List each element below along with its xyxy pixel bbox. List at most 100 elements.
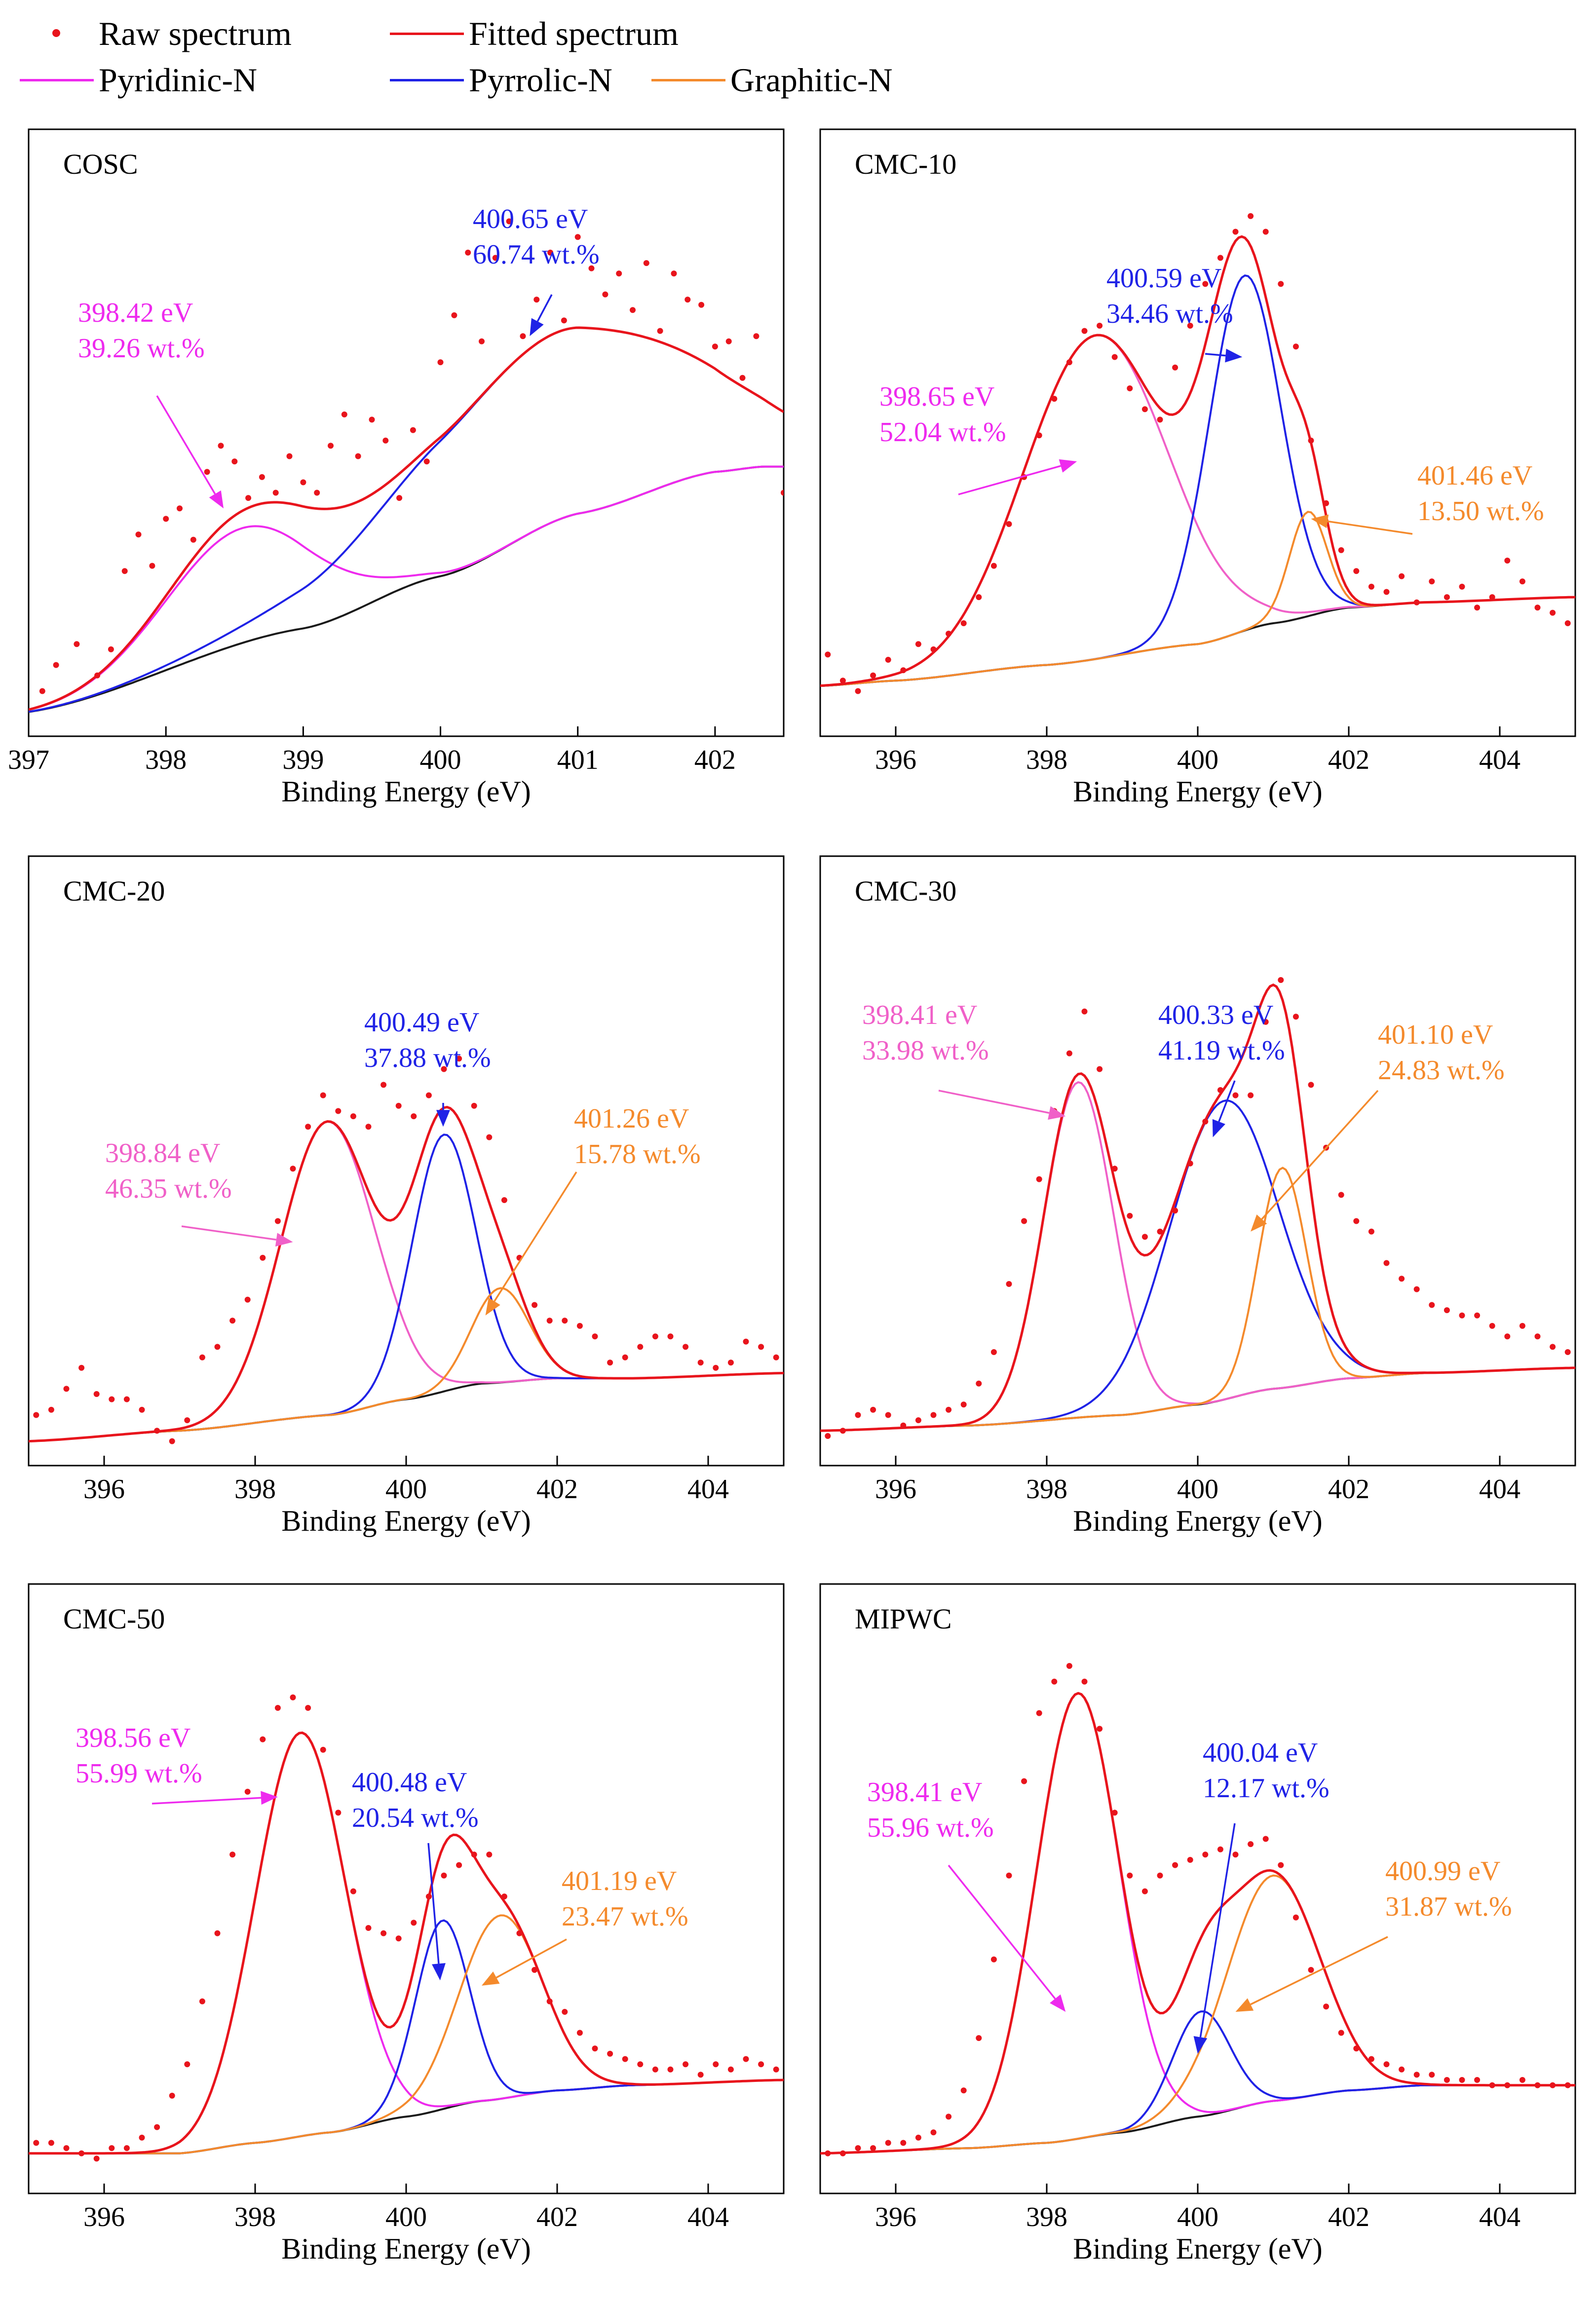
x-axis-label: Binding Energy (eV) bbox=[281, 775, 531, 808]
raw-point bbox=[1444, 1307, 1450, 1314]
annotation-energy: 398.42 eV bbox=[78, 298, 193, 328]
raw-point bbox=[773, 1354, 779, 1360]
raw-point bbox=[713, 2061, 719, 2068]
raw-point bbox=[335, 1810, 342, 1816]
raw-point bbox=[1217, 255, 1223, 261]
raw-point bbox=[1444, 2077, 1450, 2083]
component-pyridinic-n-curve bbox=[29, 465, 784, 711]
x-tick-label: 396 bbox=[875, 2202, 916, 2232]
component-graphitic-n-curve bbox=[29, 1287, 784, 1442]
raw-point bbox=[855, 688, 861, 694]
raw-point bbox=[320, 1746, 326, 1753]
raw-point bbox=[501, 1197, 507, 1203]
raw-point bbox=[63, 1386, 70, 1392]
x-tick-label: 404 bbox=[687, 1474, 729, 1505]
background-baseline bbox=[820, 596, 1575, 687]
raw-point bbox=[592, 2045, 598, 2052]
raw-point bbox=[652, 2066, 658, 2073]
raw-point bbox=[1217, 1846, 1223, 1852]
panel-title: CMC-50 bbox=[63, 1603, 165, 1635]
fitted-spectrum-curve bbox=[29, 1731, 784, 2155]
legend-item-pyridinic-n: Pyridinic-N bbox=[20, 60, 257, 100]
raw-point bbox=[163, 516, 169, 522]
annotation-arrow-head-icon bbox=[275, 1233, 293, 1247]
raw-point bbox=[713, 1364, 719, 1371]
raw-point bbox=[1459, 2077, 1465, 2083]
annotation-arrow-line bbox=[427, 1843, 440, 1964]
component-pyrrolic-n-curve bbox=[29, 1919, 784, 2154]
raw-point bbox=[1534, 604, 1541, 611]
raw-point bbox=[1021, 1218, 1027, 1224]
panel-cosc: 397 398 399 400 401 402 Binding Energy (eV) COS… bbox=[8, 128, 785, 808]
annotation-energy: 398.56 eV bbox=[76, 1723, 190, 1753]
raw-point bbox=[652, 1333, 658, 1340]
raw-point bbox=[1157, 1872, 1163, 1879]
raw-point bbox=[328, 443, 334, 449]
raw-point bbox=[1141, 1888, 1148, 1894]
raw-point bbox=[1127, 1872, 1133, 1879]
raw-point bbox=[93, 2155, 100, 2162]
raw-point bbox=[441, 1872, 447, 1879]
annotation-arrow-line bbox=[152, 1797, 262, 1805]
x-tick-label: 396 bbox=[875, 745, 916, 775]
x-tick-label: 400 bbox=[1177, 1474, 1218, 1505]
raw-point bbox=[1278, 977, 1284, 983]
raw-point bbox=[1127, 385, 1133, 391]
annotation-arrow-head-icon bbox=[1235, 1998, 1254, 2012]
raw-point bbox=[637, 2061, 644, 2068]
plot-frame bbox=[819, 1583, 1576, 2194]
raw-point bbox=[1550, 609, 1556, 616]
raw-point bbox=[1172, 1208, 1178, 1214]
raw-point bbox=[727, 2066, 734, 2073]
raw-point bbox=[314, 490, 320, 496]
raw-point bbox=[1232, 1851, 1239, 1858]
x-tick-label: 404 bbox=[687, 2202, 729, 2232]
raw-point bbox=[1066, 1050, 1072, 1057]
raw-point bbox=[290, 1166, 296, 1172]
annotation-arrow-head-icon bbox=[436, 1110, 450, 1127]
fitted-spectrum-curve bbox=[820, 235, 1575, 687]
raw-point bbox=[245, 495, 252, 501]
raw-point bbox=[1066, 359, 1072, 366]
x-tick-label: 404 bbox=[1479, 2202, 1520, 2232]
legend-item-graphitic-n: Graphitic-N bbox=[651, 60, 893, 100]
annotation-arrow-head-icon bbox=[485, 1297, 500, 1316]
raw-point bbox=[33, 2140, 39, 2146]
raw-point bbox=[637, 1344, 644, 1350]
annotation-arrow-line bbox=[948, 1864, 1056, 2000]
raw-point bbox=[1202, 281, 1209, 287]
raw-point bbox=[465, 249, 471, 256]
raw-point bbox=[1036, 432, 1042, 439]
raw-point bbox=[1111, 354, 1118, 360]
raw-point bbox=[1444, 594, 1450, 601]
raw-point bbox=[1172, 1862, 1178, 1868]
raw-point bbox=[532, 1967, 538, 1973]
raw-point bbox=[1278, 281, 1284, 287]
annotation-percentage: 13.50 wt.% bbox=[1417, 496, 1544, 527]
annotation-arrow-head-icon bbox=[1193, 2036, 1208, 2054]
raw-point bbox=[1308, 1082, 1314, 1088]
raw-point bbox=[365, 1925, 372, 1931]
raw-point bbox=[1459, 1312, 1465, 1319]
raw-point bbox=[1262, 228, 1269, 235]
raw-point bbox=[885, 1412, 891, 1418]
raw-point bbox=[1429, 1302, 1435, 1308]
annotation-percentage: 15.78 wt.% bbox=[574, 1139, 701, 1170]
raw-point bbox=[260, 1736, 266, 1742]
raw-point bbox=[870, 672, 876, 679]
raw-point bbox=[48, 2140, 54, 2146]
panel-cmc-50: 396 398 400 402 404 Binding Energy (eV) CMC-50… bbox=[28, 1583, 785, 2265]
raw-point bbox=[885, 657, 891, 663]
raw-point bbox=[915, 641, 921, 647]
raw-point bbox=[900, 1422, 907, 1429]
raw-point bbox=[1248, 213, 1254, 219]
x-tick-label: 402 bbox=[1328, 2202, 1369, 2232]
x-axis-label: Binding Energy (eV) bbox=[281, 1505, 531, 1537]
raw-point bbox=[1066, 1663, 1072, 1669]
raw-point bbox=[1353, 2045, 1360, 2052]
annotation-energy: 400.59 eV bbox=[1106, 263, 1221, 294]
raw-point bbox=[274, 1705, 281, 1711]
raw-point bbox=[855, 1412, 861, 1418]
raw-point bbox=[1534, 1333, 1541, 1340]
plot-frame bbox=[28, 128, 785, 737]
